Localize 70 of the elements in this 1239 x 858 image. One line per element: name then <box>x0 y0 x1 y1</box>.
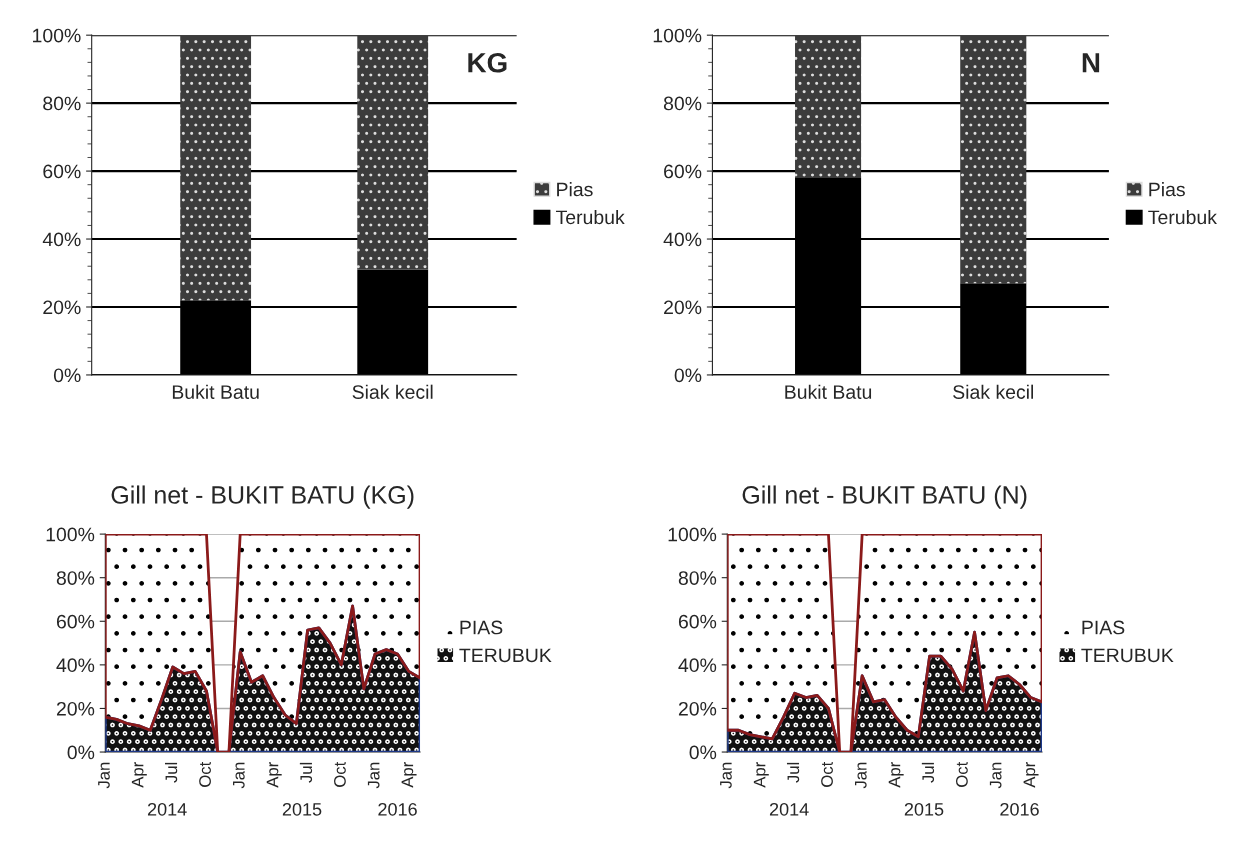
y-tick-label: 40% <box>56 658 95 673</box>
chart-title: N <box>1082 53 1100 73</box>
legend-label: TERUBUK <box>1081 648 1174 663</box>
chart-title: Gill net - BUKIT BATU (KG) <box>111 485 414 509</box>
x-tick-label: Jan <box>233 762 245 789</box>
y-tick-label: 20% <box>678 701 717 716</box>
x-tick-label: Oct <box>199 761 211 787</box>
x-tick-label: Jan <box>989 762 1002 789</box>
y-tick-label: 60% <box>664 164 702 179</box>
y-tick-label: 40% <box>678 658 717 673</box>
x-tick-label: Oct <box>334 761 346 787</box>
x-tick-label: Jul <box>786 762 800 783</box>
text: 2014 <box>769 802 809 816</box>
x-tick-label: Siak kecil <box>352 384 433 399</box>
y-tick-label: 80% <box>43 96 81 111</box>
bar <box>795 35 862 178</box>
text: 2015 <box>282 802 322 816</box>
x-tick-label: Bukit Batu <box>172 384 259 399</box>
text: 2014 <box>147 802 187 816</box>
x-tick-label: Jan <box>98 762 110 789</box>
y-tick-label: 100% <box>653 28 702 43</box>
legend-label: Pias <box>557 182 593 197</box>
y-tick-label: 20% <box>43 300 81 315</box>
y-tick-label: 60% <box>56 614 95 629</box>
x-tick-label: Jul <box>164 762 178 783</box>
y-tick-label: 0% <box>674 368 702 383</box>
x-tick-label: Jan <box>367 762 380 789</box>
y-tick-label: 0% <box>67 745 95 760</box>
legend-label: Terubuk <box>1148 209 1217 225</box>
y-tick-label: 100% <box>46 527 95 542</box>
y-tick-label: 80% <box>663 96 702 111</box>
text: 2016 <box>1000 802 1039 816</box>
chart-title: KG <box>468 52 507 73</box>
x-tick-label: Jan <box>720 762 732 789</box>
legend-label: PIAS <box>1082 620 1125 635</box>
text: 2015 <box>904 802 944 816</box>
y-tick-label: 100% <box>668 527 717 542</box>
x-tick-label: Apr <box>131 762 147 788</box>
bar <box>357 35 429 270</box>
x-tick-label: Apr <box>401 762 417 788</box>
chart-title: Gill net - BUKIT BATU (N) <box>742 485 1027 509</box>
x-tick-label: Jul <box>299 762 313 783</box>
y-tick-label: 100% <box>33 28 81 43</box>
y-tick-label: 60% <box>678 614 717 629</box>
x-tick-label: Jan <box>855 762 867 789</box>
legend-label: TERUBUK <box>459 648 552 663</box>
legend-label: PIAS <box>460 620 503 635</box>
y-tick-label: 20% <box>56 701 95 716</box>
y-tick-label: 20% <box>664 300 702 315</box>
x-tick-label: Jul <box>921 762 935 783</box>
legend-label: Terubuk <box>555 209 625 225</box>
x-tick-label: Apr <box>266 762 282 788</box>
y-tick-label: 0% <box>689 745 717 760</box>
y-tick-label: 60% <box>43 164 81 179</box>
y-tick-label: 40% <box>663 232 702 247</box>
x-tick-label: Apr <box>1023 762 1039 788</box>
x-tick-label: Apr <box>753 762 769 788</box>
x-tick-label: Oct <box>955 761 968 787</box>
y-tick-label: 80% <box>678 571 717 585</box>
y-tick-label: 0% <box>53 368 81 383</box>
bar <box>960 35 1027 284</box>
x-tick-label: Siak kecil <box>953 384 1034 399</box>
legend-label: Pias <box>1149 182 1185 197</box>
y-tick-label: 40% <box>42 232 81 247</box>
y-tick-label: 80% <box>56 571 95 585</box>
x-tick-label: Bukit Batu <box>785 384 872 399</box>
x-tick-label: Apr <box>888 762 904 788</box>
x-tick-label: Oct <box>821 761 833 787</box>
text: 2016 <box>378 802 417 816</box>
bar <box>180 35 252 301</box>
